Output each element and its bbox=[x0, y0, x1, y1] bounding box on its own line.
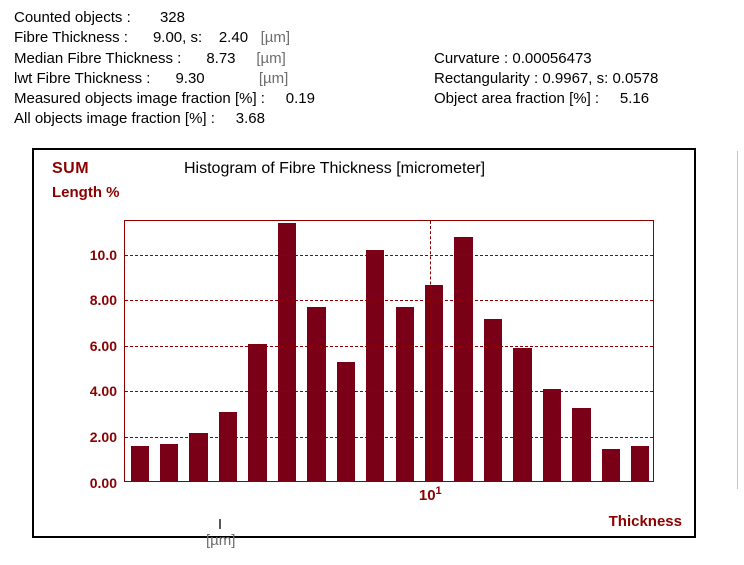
xtick-label: 101 bbox=[419, 485, 442, 504]
stats-block: Counted objects : 328 Fibre Thickness : … bbox=[0, 0, 744, 136]
bar bbox=[366, 250, 384, 480]
ytick-label: 10.0 bbox=[90, 247, 117, 263]
bar bbox=[631, 446, 649, 480]
stats-left-col: Counted objects : 328 Fibre Thickness : … bbox=[14, 8, 434, 130]
median-line: Median Fibre Thickness : 8.73 [µm] bbox=[14, 49, 434, 69]
oafrac-line: Object area fraction [%] : 5.16 bbox=[434, 89, 730, 109]
rect-s: 0.0578 bbox=[612, 70, 658, 87]
ytick-label: 8.00 bbox=[90, 292, 117, 308]
lwt-label: lwt Fibre Thickness : bbox=[14, 70, 150, 87]
ytick-label: 2.00 bbox=[90, 429, 117, 445]
mofrac-value: 0.19 bbox=[286, 90, 315, 107]
bar bbox=[278, 223, 296, 480]
right-vertical-divider bbox=[737, 151, 738, 489]
unit-um: [µm] bbox=[259, 70, 288, 87]
bar bbox=[307, 307, 325, 480]
bars-layer bbox=[125, 221, 653, 481]
bar bbox=[189, 433, 207, 481]
plot-area: 0.002.004.006.008.0010.0101 bbox=[124, 220, 654, 482]
bar bbox=[219, 412, 237, 480]
gridline-v bbox=[430, 221, 431, 481]
fibre-s-label: , s: bbox=[182, 29, 202, 46]
curv-label: Curvature : bbox=[434, 50, 508, 67]
bottom-unit-label: [µm] bbox=[206, 532, 235, 549]
unit-um: [µm] bbox=[261, 29, 290, 46]
bar bbox=[572, 408, 590, 481]
bar bbox=[484, 319, 502, 481]
bar bbox=[543, 389, 561, 480]
gridline-h bbox=[125, 391, 653, 392]
bar bbox=[602, 449, 620, 481]
allfrac-line: All objects image fraction [%] : 3.68 bbox=[14, 109, 434, 129]
fibre-s: 2.40 bbox=[219, 29, 248, 46]
lwt-value: 9.30 bbox=[175, 70, 204, 87]
bar bbox=[131, 446, 149, 480]
mofrac-label: Measured objects image fraction [%] : bbox=[14, 90, 265, 107]
gridline-h bbox=[125, 300, 653, 301]
bar bbox=[160, 444, 178, 480]
chart-container: SUM Histogram of Fibre Thickness [microm… bbox=[32, 148, 696, 538]
mofrac-line: Measured objects image fraction [%] : 0.… bbox=[14, 89, 434, 109]
chart-inner: SUM Histogram of Fibre Thickness [microm… bbox=[34, 150, 694, 536]
ytick-label: 6.00 bbox=[90, 338, 117, 354]
ytick-label: 4.00 bbox=[90, 383, 117, 399]
bar bbox=[425, 285, 443, 481]
fibre-line: Fibre Thickness : 9.00, s: 2.40 [µm] bbox=[14, 28, 434, 48]
fibre-mean: 9.00 bbox=[153, 29, 182, 46]
x-axis-label: Thickness bbox=[609, 513, 682, 530]
spacer bbox=[434, 8, 730, 28]
oafrac-value: 5.16 bbox=[620, 90, 649, 107]
y-axis-label: Length % bbox=[52, 184, 120, 201]
counted-line: Counted objects : 328 bbox=[14, 8, 434, 28]
bar bbox=[396, 307, 414, 480]
allfrac-label: All objects image fraction [%] : bbox=[14, 110, 215, 127]
gridline-h bbox=[125, 437, 653, 438]
ytick-label: 0.00 bbox=[90, 475, 117, 491]
rect-line: Rectangularity : 0.9967, s: 0.0578 bbox=[434, 69, 730, 89]
rect-value: 0.9967 bbox=[542, 70, 588, 87]
gridline-h bbox=[125, 255, 653, 256]
gridline-h bbox=[125, 346, 653, 347]
fibre-label: Fibre Thickness : bbox=[14, 29, 128, 46]
median-value: 8.73 bbox=[206, 50, 235, 67]
spacer bbox=[434, 28, 730, 48]
median-label: Median Fibre Thickness : bbox=[14, 50, 181, 67]
rect-s-label: , s: bbox=[588, 70, 608, 87]
unit-um: [µm] bbox=[256, 50, 285, 67]
sum-label: SUM bbox=[52, 160, 89, 178]
curv-value: 0.00056473 bbox=[512, 50, 591, 67]
curv-line: Curvature : 0.00056473 bbox=[434, 49, 730, 69]
bar bbox=[513, 348, 531, 480]
chart-title: Histogram of Fibre Thickness [micrometer… bbox=[184, 160, 485, 178]
rect-label: Rectangularity : bbox=[434, 70, 538, 87]
counted-value: 328 bbox=[160, 9, 185, 26]
bottom-tick-mark bbox=[219, 519, 221, 529]
counted-label: Counted objects : bbox=[14, 9, 131, 26]
bar bbox=[337, 362, 355, 480]
stats-row: Counted objects : 328 Fibre Thickness : … bbox=[14, 8, 730, 130]
stats-right-col: Curvature : 0.00056473 Rectangularity : … bbox=[434, 8, 730, 130]
bar bbox=[454, 237, 472, 481]
oafrac-label: Object area fraction [%] : bbox=[434, 90, 599, 107]
bar bbox=[248, 344, 266, 481]
allfrac-value: 3.68 bbox=[236, 110, 265, 127]
lwt-line: lwt Fibre Thickness : 9.30 [µm] bbox=[14, 69, 434, 89]
